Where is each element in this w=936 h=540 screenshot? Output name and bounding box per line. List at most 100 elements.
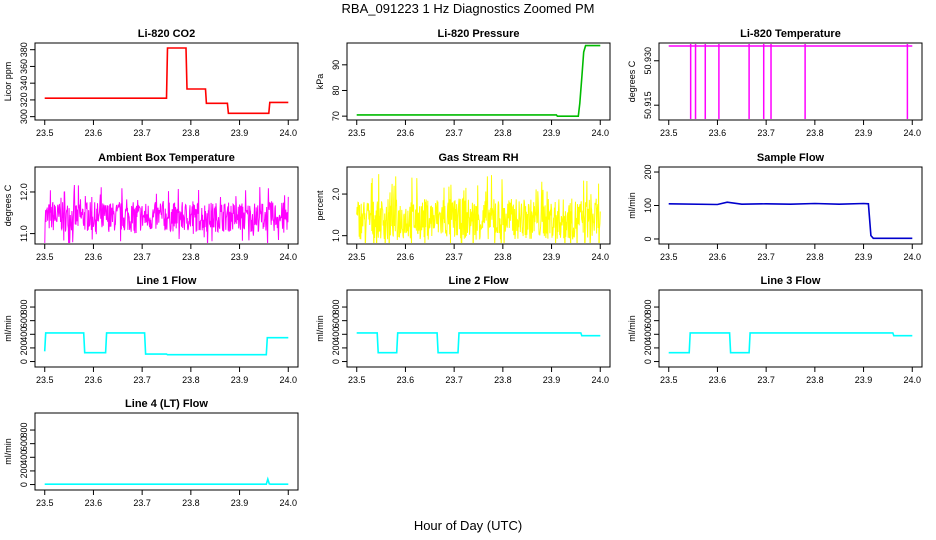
series-line (44, 47, 289, 115)
x-tick-label: 23.8 (182, 128, 200, 138)
x-tick-label: 23.7 (757, 375, 775, 385)
y-axis-label: percent (315, 190, 325, 221)
x-tick-label: 24.0 (903, 375, 921, 385)
x-tick-label: 23.9 (543, 375, 561, 385)
x-tick-label: 23.8 (806, 128, 824, 138)
y-axis-label: ml/min (3, 438, 13, 465)
y-tick-label: 200 (331, 340, 341, 355)
x-tick-label: 23.7 (133, 498, 151, 508)
panel-4: Gas Stream RH 23.5 23.6 23.7 23.8 23.9 24.0 1.0… (315, 152, 611, 262)
x-tick-label: 24.0 (279, 375, 297, 385)
plot-frame (346, 42, 611, 121)
x-tick-label: 23.5 (348, 375, 366, 385)
panel-title: Ambient Box Temperature (98, 152, 235, 164)
y-axis-label: ml/min (315, 315, 325, 342)
x-tick-label: 23.5 (36, 498, 54, 508)
y-tick-label: 1.0 (331, 229, 341, 242)
x-tick-label: 23.5 (36, 252, 54, 262)
x-tick-label: 23.9 (231, 128, 249, 138)
x-tick-label: 23.9 (231, 252, 249, 262)
x-tick-label: 23.7 (445, 252, 463, 262)
data-layer (356, 174, 601, 243)
x-tick-label: 24.0 (591, 252, 609, 262)
data-layer (44, 476, 289, 486)
y-tick-label: 600 (19, 436, 29, 451)
data-layer (44, 47, 289, 115)
plot-frame (34, 412, 299, 491)
panel-title: Li-820 CO2 (138, 28, 195, 40)
data-layer (668, 332, 913, 354)
y-tick-label: 0 (19, 359, 29, 364)
y-tick-label: 400 (643, 327, 653, 342)
x-tick-label: 23.6 (709, 252, 727, 262)
y-tick-label: 600 (19, 313, 29, 328)
data-layer (356, 332, 601, 354)
series-line (668, 201, 913, 240)
y-axis-label: ml/min (3, 315, 13, 342)
y-tick-label: 800 (643, 300, 653, 315)
y-tick-label: 400 (19, 450, 29, 465)
data-layer (668, 44, 913, 119)
x-tick-label: 24.0 (279, 498, 297, 508)
panel-5: Sample Flow 23.5 23.6 23.7 23.8 23.9 24.0 0 100 2… (627, 152, 923, 262)
y-tick-label: 800 (331, 300, 341, 315)
series-line (44, 476, 289, 486)
y-tick-label: 80 (331, 85, 341, 95)
x-tick-label: 23.7 (133, 128, 151, 138)
panel-title: Gas Stream RH (438, 152, 518, 164)
series-line (356, 332, 601, 354)
panel-title: Li-820 Pressure (438, 28, 520, 40)
x-axis-title: Hour of Day (UTC) (413, 518, 523, 533)
y-tick-label: 50.930 (643, 47, 653, 75)
y-tick-label: 340 (19, 76, 29, 91)
x-tick-label: 23.7 (445, 128, 463, 138)
plot-frame (658, 42, 923, 121)
panel-title: Li-820 Temperature (740, 28, 841, 40)
panel-title: Sample Flow (757, 152, 825, 164)
x-tick-label: 23.9 (543, 128, 561, 138)
x-tick-label: 23.6 (85, 128, 103, 138)
plot-frame (34, 42, 299, 121)
x-tick-label: 23.9 (231, 375, 249, 385)
panel-3: Ambient Box Temperature 23.5 23.6 23.7 23.8 2… (3, 152, 299, 262)
x-tick-label: 23.8 (494, 375, 512, 385)
y-tick-label: 0 (643, 359, 653, 364)
panel-9: Line 4 (LT) Flow 23.5 23.6 23.7 23.8 23.9 24.0… (3, 398, 299, 508)
x-tick-label: 23.6 (85, 498, 103, 508)
y-axis-label: ml/min (627, 315, 637, 342)
x-tick-label: 23.9 (855, 375, 873, 385)
y-axis-label: degrees C (3, 184, 13, 226)
x-tick-label: 23.7 (133, 375, 151, 385)
x-tick-label: 23.5 (348, 252, 366, 262)
y-axis-label: kPa (315, 74, 325, 90)
x-tick-label: 24.0 (279, 128, 297, 138)
x-tick-label: 23.6 (397, 252, 415, 262)
panel-6: Line 1 Flow 23.5 23.6 23.7 23.8 23.9 24.0 0 2004… (3, 275, 299, 385)
x-tick-label: 23.5 (348, 128, 366, 138)
y-tick-label: 50.915 (643, 91, 653, 119)
y-tick-label: 200 (643, 165, 653, 180)
y-tick-label: 400 (331, 327, 341, 342)
figure-title: RBA_091223 1 Hz Diagnostics Zoomed PM (341, 1, 595, 16)
x-tick-label: 23.9 (855, 128, 873, 138)
data-layer (44, 184, 289, 243)
x-tick-label: 23.8 (494, 128, 512, 138)
x-tick-label: 24.0 (591, 128, 609, 138)
data-layer (43, 332, 289, 356)
y-tick-label: 0 (19, 482, 29, 487)
panel-title: Line 2 Flow (449, 275, 509, 287)
plot-frame (346, 289, 611, 368)
series-line (43, 332, 289, 356)
x-tick-label: 24.0 (279, 252, 297, 262)
y-tick-label: 800 (19, 423, 29, 438)
y-tick-label: 200 (19, 463, 29, 478)
y-tick-label: 360 (19, 59, 29, 74)
x-tick-label: 23.8 (806, 375, 824, 385)
series-line (668, 332, 913, 354)
x-tick-label: 23.6 (709, 128, 727, 138)
x-tick-label: 23.9 (855, 252, 873, 262)
y-tick-label: 200 (643, 340, 653, 355)
x-tick-label: 23.6 (397, 128, 415, 138)
panel-2: Li-820 Temperature 23.5 23.6 23.7 23.8 23.9 24… (627, 28, 923, 138)
